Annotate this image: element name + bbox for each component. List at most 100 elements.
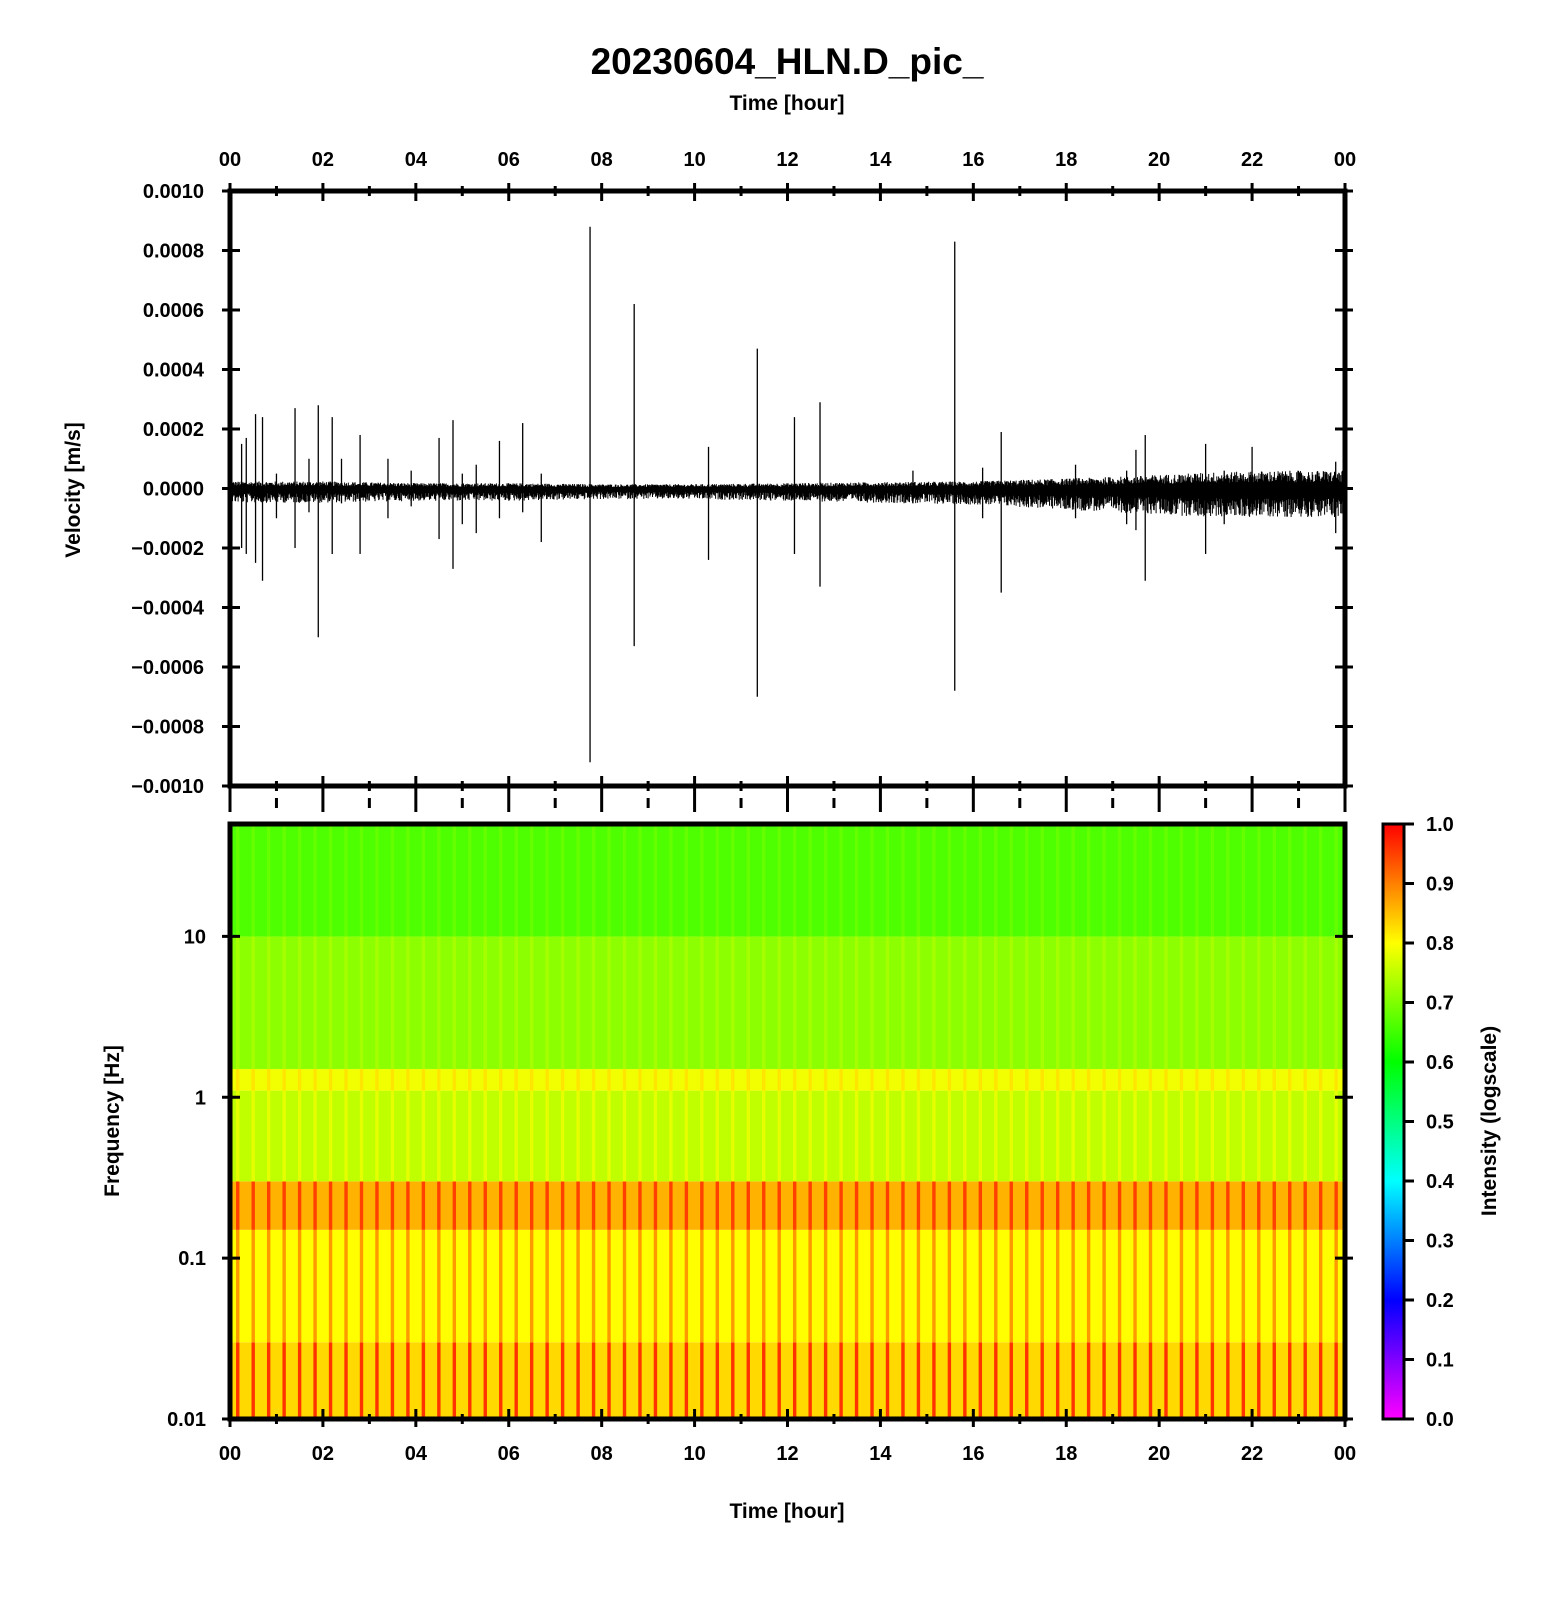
spectrogram-stripe bbox=[251, 1229, 255, 1343]
spectrogram-stripe bbox=[421, 1068, 426, 1091]
spectrogram-stripe bbox=[452, 824, 457, 937]
spectrogram-stripe bbox=[978, 824, 983, 937]
spectrogram-stripe bbox=[1226, 1181, 1230, 1230]
spectrogram-stripe bbox=[1226, 1068, 1230, 1091]
spectrogram-stripe bbox=[1257, 1342, 1261, 1419]
spectrogram-stripe bbox=[653, 824, 658, 937]
spectrogram-stripe bbox=[468, 1181, 472, 1230]
spectrogram-stripe bbox=[1195, 824, 1199, 937]
bottom-x-tick-label: 10 bbox=[683, 1443, 705, 1465]
chart-title: 20230604_HLN.D_pic_ bbox=[591, 41, 984, 82]
spectrogram-stripe bbox=[468, 1068, 472, 1091]
spectrogram-stripe bbox=[1179, 1181, 1184, 1230]
spectrogram-stripe bbox=[1334, 1090, 1338, 1182]
spectrogram-stripe bbox=[622, 1181, 627, 1230]
spectrogram-stripe bbox=[963, 1068, 967, 1091]
spectrogram-stripe bbox=[529, 1068, 534, 1091]
spectrogram-stripe bbox=[1241, 1229, 1246, 1343]
spectrogram-stripe bbox=[545, 1181, 549, 1230]
colorbar-tick-label: 0.0 bbox=[1426, 1409, 1454, 1431]
spectrogram-stripe bbox=[1133, 936, 1137, 1069]
spectrogram-stripe bbox=[792, 1068, 797, 1091]
spectrogram-stripe bbox=[1133, 824, 1137, 937]
spectrogram-stripe bbox=[870, 1342, 874, 1419]
spectrogram-stripe bbox=[499, 1342, 503, 1419]
spectrogram-stripe bbox=[1009, 936, 1013, 1069]
spectrogram-stripe bbox=[359, 1342, 364, 1419]
spectrogram-stripe bbox=[653, 1229, 658, 1343]
spectrogram-stripe bbox=[545, 1229, 549, 1343]
spectrogram-stripe bbox=[514, 936, 518, 1069]
spectrogram-stripe bbox=[777, 824, 781, 937]
spectrogram-stripe bbox=[932, 1090, 936, 1182]
spectrogram-stripe bbox=[746, 1342, 750, 1419]
spectrogram-stripe bbox=[1055, 936, 1060, 1069]
spectrogram-stripe bbox=[715, 1068, 720, 1091]
spectrogram-stripe bbox=[1272, 1068, 1276, 1091]
spectrogram-stripe bbox=[932, 824, 936, 937]
spectrogram-stripe bbox=[808, 1342, 812, 1419]
spectrogram-stripe bbox=[545, 1068, 549, 1091]
spectrogram-stripe bbox=[313, 1090, 317, 1182]
spectrogram-stripe bbox=[359, 1090, 364, 1182]
spectrogram-stripe bbox=[963, 936, 967, 1069]
spectrogram-stripe bbox=[653, 936, 658, 1069]
spectrogram-stripe bbox=[1086, 824, 1091, 937]
spectrogram-stripe bbox=[576, 936, 580, 1069]
spectrogram-stripe bbox=[390, 1068, 395, 1091]
spectrogram-stripe bbox=[251, 936, 255, 1069]
spectrogram-stripe bbox=[297, 1068, 302, 1091]
spectrogram-stripe bbox=[669, 936, 673, 1069]
spectrogram-stripe bbox=[529, 1342, 534, 1419]
spectrogram-stripe bbox=[1040, 1090, 1044, 1182]
spectrogram-stripe bbox=[731, 1342, 735, 1419]
spectrogram-stripe bbox=[359, 824, 364, 937]
spectrogram-stripe bbox=[839, 1068, 843, 1091]
velocity-tick-label: −0.0006 bbox=[131, 657, 204, 679]
spectrogram-stripe bbox=[1179, 1342, 1184, 1419]
spectrogram-stripe bbox=[1272, 936, 1276, 1069]
spectrogram-stripe bbox=[947, 1229, 952, 1343]
spectrogram-band bbox=[230, 1181, 1345, 1230]
spectrogram-stripe bbox=[452, 1181, 457, 1230]
spectrogram-stripe bbox=[762, 1181, 766, 1230]
spectrogram-stripe bbox=[963, 1342, 967, 1419]
spectrogram-stripe bbox=[1210, 1090, 1215, 1182]
top-x-tick-label: 08 bbox=[591, 149, 613, 171]
spectrogram-stripe bbox=[1164, 1068, 1168, 1091]
spectrogram-stripe bbox=[792, 1229, 797, 1343]
spectrogram-stripe bbox=[499, 936, 503, 1069]
spectrogram-stripe bbox=[854, 1181, 859, 1230]
spectrogram-stripe bbox=[236, 1090, 240, 1182]
spectrogram-stripe bbox=[1040, 1229, 1044, 1343]
spectrogram-stripe bbox=[499, 1229, 503, 1343]
spectrogram-stripe bbox=[1025, 1181, 1029, 1230]
colorbar-tick-label: 0.1 bbox=[1426, 1350, 1454, 1372]
spectrogram-stripe bbox=[545, 1090, 549, 1182]
velocity-axis-label: Velocity [m/s] bbox=[62, 422, 85, 557]
spectrogram-stripe bbox=[777, 1229, 781, 1343]
spectrogram-stripe bbox=[1318, 1342, 1323, 1419]
spectrogram-stripe bbox=[1210, 824, 1215, 937]
spectrogram-stripe bbox=[236, 936, 240, 1069]
spectrogram-stripe bbox=[1257, 936, 1261, 1069]
spectrogram-stripe bbox=[669, 824, 673, 937]
spectrogram-stripe bbox=[406, 1181, 410, 1230]
spectrogram-stripe bbox=[1334, 1068, 1338, 1091]
spectrogram-stripe bbox=[266, 1342, 271, 1419]
spectrogram-stripe bbox=[684, 1342, 689, 1419]
spectrogram-stripe bbox=[684, 1068, 689, 1091]
spectrogram-stripe bbox=[1164, 1342, 1168, 1419]
spectrogram-stripe bbox=[468, 824, 472, 937]
spectrogram-stripe bbox=[638, 824, 642, 937]
spectrogram-stripe bbox=[328, 936, 333, 1069]
spectrogram-stripe bbox=[1288, 1181, 1292, 1230]
spectrogram-stripe bbox=[870, 1229, 874, 1343]
spectrogram-stripe bbox=[885, 1090, 890, 1182]
spectrogram-stripe bbox=[236, 1068, 240, 1091]
spectrogram-stripe bbox=[1133, 1068, 1137, 1091]
spectrogram-stripe bbox=[1179, 936, 1184, 1069]
spectrogram-stripe bbox=[375, 936, 379, 1069]
spectrogram-stripe bbox=[1303, 1181, 1307, 1230]
spectrogram-stripe bbox=[251, 1090, 255, 1182]
